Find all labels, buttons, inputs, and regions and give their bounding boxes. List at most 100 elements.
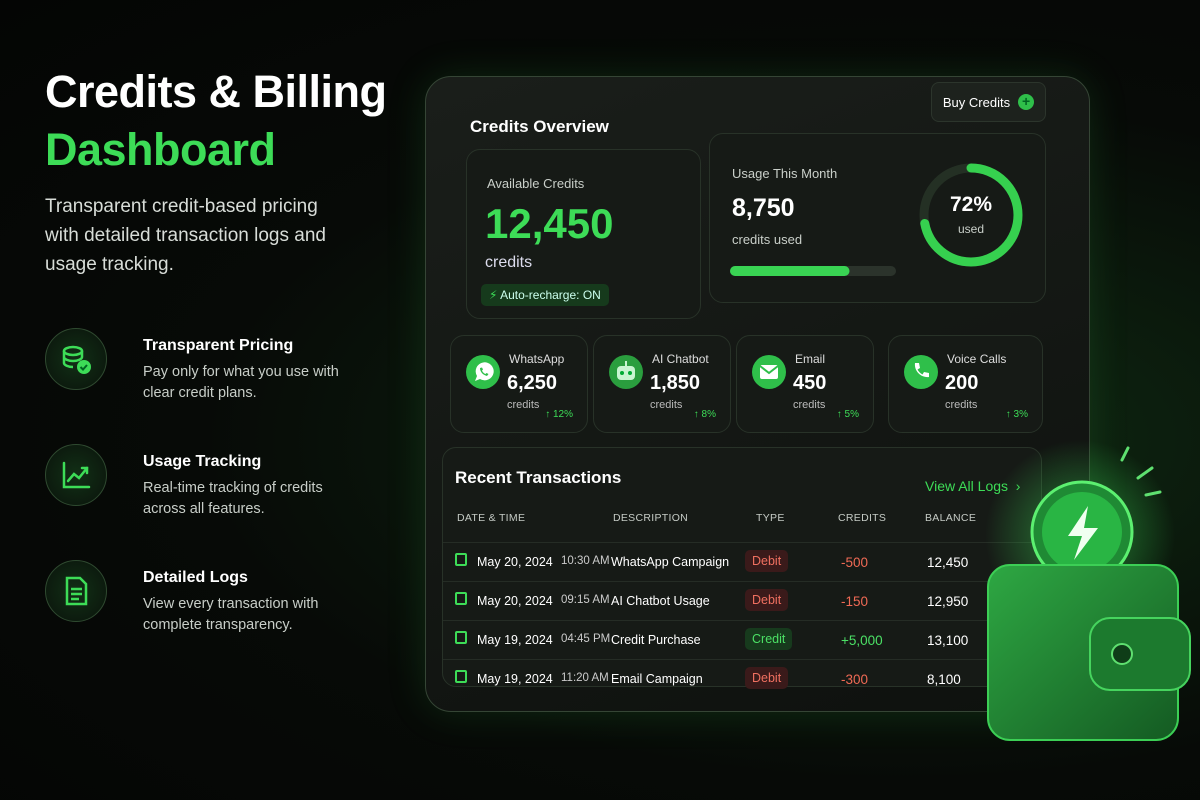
- channel-name: AI Chatbot: [652, 352, 709, 366]
- column-header: CREDITS: [838, 512, 887, 524]
- available-card: Available Credits 12,450 credits ⚡ Auto-…: [466, 149, 701, 319]
- auto-recharge-badge: ⚡ Auto-recharge: ON: [481, 284, 609, 306]
- calendar-icon: [455, 592, 467, 605]
- time: 11:20 AM: [561, 672, 609, 684]
- date: May 20, 2024: [477, 594, 553, 608]
- time: 04:45 PM: [561, 633, 611, 645]
- badge-text: Auto-recharge: ON: [500, 288, 601, 302]
- channel-change: ↑ 5%: [836, 409, 859, 420]
- feature-icon: [45, 560, 107, 622]
- channel-card: Email 450 credits ↑ 5%: [736, 335, 874, 433]
- hero-description: Transparent credit-based pricing with de…: [45, 196, 326, 275]
- channel-card: Voice Calls 200 credits ↑ 3%: [888, 335, 1043, 433]
- transaction-row: May 19, 2024 11:20 AM Email Campaign Debit -…: [443, 659, 1043, 698]
- hero-title-accent: Dashboard: [45, 124, 276, 175]
- balance: 12,450: [927, 555, 969, 570]
- type-badge: Credit: [745, 628, 793, 650]
- usage-ring: 72% used: [919, 163, 1023, 267]
- transaction-row: May 20, 2024 10:30 AM WhatsApp Campaign Deb…: [443, 542, 1043, 581]
- icon: [466, 355, 500, 389]
- channel-value: 1,850: [650, 372, 701, 394]
- icon: [65, 576, 88, 606]
- feature-title: Detailed Logs: [143, 569, 248, 586]
- wallet-illustration: [985, 440, 1191, 741]
- panel-title: Credits Overview: [470, 117, 609, 136]
- icon: [752, 355, 786, 389]
- channel-unit: credits: [945, 399, 978, 411]
- ring-percent: 72%: [950, 193, 992, 216]
- channel-value: 450: [793, 372, 827, 394]
- transactions-card: Recent Transactions View All Logs › DATE…: [442, 447, 1043, 689]
- feature-icon: [45, 328, 107, 390]
- date: May 19, 2024: [477, 633, 553, 647]
- feature-description: View every transaction with complete tra…: [143, 596, 319, 633]
- date: May 19, 2024: [477, 672, 553, 686]
- column-header: DESCRIPTION: [613, 512, 689, 524]
- buy-credits-button[interactable]: Buy Credits +: [931, 82, 1046, 122]
- balance: 8,100: [927, 672, 961, 687]
- column-header: TYPE: [756, 512, 785, 524]
- description: WhatsApp Campaign: [611, 555, 730, 569]
- available-value: 12,450: [485, 200, 614, 247]
- channel-name: WhatsApp: [509, 352, 565, 366]
- usage-bar: [730, 266, 896, 276]
- channel-value: 6,250: [507, 372, 558, 394]
- credits-amount: +5,000: [841, 633, 883, 648]
- bar-fill: [730, 266, 850, 276]
- button-label: Buy Credits: [942, 94, 1011, 110]
- calendar-icon: [455, 670, 467, 683]
- channel-icon: [751, 354, 787, 395]
- feature-description: Pay only for what you use with clear cre…: [143, 364, 339, 401]
- credits-amount: -500: [841, 555, 869, 570]
- column-header: BALANCE: [925, 512, 977, 524]
- channel-change: ↑ 3%: [1005, 409, 1028, 420]
- channel-card: AI Chatbot 1,850 credits ↑ 8%: [593, 335, 731, 433]
- calendar-icon: [455, 631, 467, 644]
- calendar-icon: [455, 553, 467, 566]
- type-badge: Debit: [745, 589, 789, 611]
- channel-name: Voice Calls: [947, 352, 1007, 366]
- unit: credits used: [732, 232, 803, 247]
- date: May 20, 2024: [477, 555, 553, 569]
- dashboard-panel: Credits Overview Buy Credits + Available…: [425, 76, 1090, 712]
- description: Credit Purchase: [611, 633, 701, 647]
- description: Email Campaign: [611, 672, 703, 686]
- time: 09:15 AM: [561, 594, 610, 606]
- channel-icon: [903, 354, 939, 395]
- time: 10:30 AM: [561, 555, 610, 567]
- ring-arc: [919, 163, 1023, 267]
- feature-icon: [45, 444, 107, 506]
- icon: [904, 355, 938, 389]
- icon: [62, 461, 91, 489]
- channel-unit: credits: [793, 399, 826, 411]
- label: Usage This Month: [732, 166, 838, 181]
- channel-icon: [608, 354, 644, 395]
- channel-value: 200: [945, 372, 979, 394]
- channel-icon: [465, 354, 501, 395]
- usage-card: Usage This Month 8,750 credits used 72% …: [709, 133, 1046, 303]
- label: Available Credits: [487, 176, 585, 191]
- usage-value: 8,750: [732, 194, 795, 222]
- icon: [609, 355, 643, 389]
- icon: [62, 345, 91, 374]
- feature-title: Usage Tracking: [143, 453, 262, 470]
- description: AI Chatbot Usage: [611, 594, 710, 608]
- plus-icon: +: [1018, 94, 1035, 110]
- link-text: View All Logs: [925, 478, 1009, 494]
- transaction-row: May 19, 2024 04:45 PM Credit Purchase Credi…: [443, 620, 1043, 659]
- channel-card: WhatsApp 6,250 credits ↑ 12%: [450, 335, 588, 433]
- transaction-row: May 20, 2024 09:15 AM AI Chatbot Usage Debi…: [443, 581, 1043, 620]
- column-header: DATE & TIME: [457, 512, 526, 524]
- channel-name: Email: [795, 352, 826, 366]
- channel-unit: credits: [507, 399, 540, 411]
- type-badge: Debit: [745, 550, 789, 572]
- feature-title: Transparent Pricing: [143, 337, 294, 354]
- channel-unit: credits: [650, 399, 683, 411]
- ring-caption: used: [958, 222, 984, 236]
- balance: 13,100: [927, 633, 969, 648]
- credits-amount: -300: [841, 672, 869, 687]
- hero-title: Credits & Billing: [45, 66, 387, 117]
- balance: 12,950: [927, 594, 969, 609]
- channel-change: ↑ 12%: [545, 409, 573, 420]
